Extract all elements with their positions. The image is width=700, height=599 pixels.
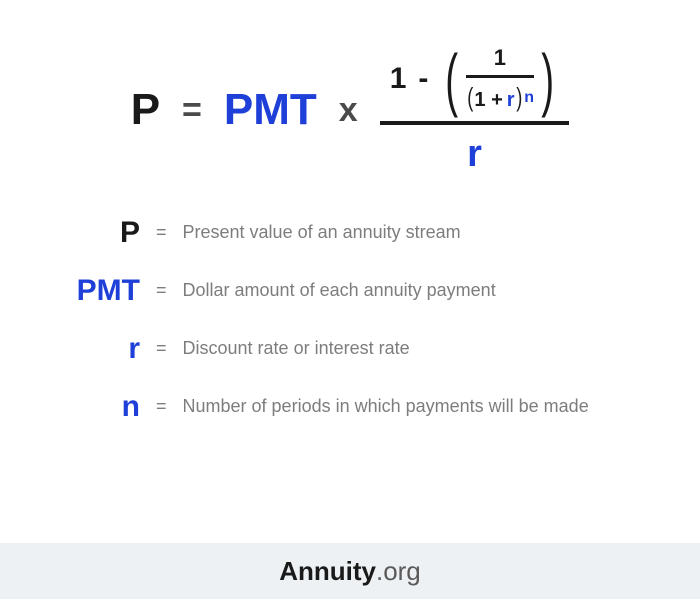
small-close-paren-icon: ) (516, 82, 522, 113)
legend-desc-PMT: Dollar amount of each annuity payment (183, 280, 496, 301)
legend-sym-PMT: PMT (40, 274, 140, 308)
open-paren-icon: ( (446, 51, 459, 107)
inner-numerator: 1 (494, 45, 506, 75)
footer: Annuity.org (0, 543, 700, 599)
fraction-denominator: r (467, 125, 482, 176)
small-open-paren-icon: ( (467, 82, 473, 113)
legend-row-PMT: PMT = Dollar amount of each annuity paym… (40, 274, 660, 308)
legend-eq: = (156, 396, 167, 417)
legend-sym-P: P (40, 216, 140, 250)
legend-sym-n: n (40, 390, 140, 424)
legend-desc-P: Present value of an annuity stream (183, 222, 461, 243)
numerator-minus: - (418, 62, 428, 96)
legend-desc-r: Discount rate or interest rate (183, 338, 410, 359)
symbol-P: P (131, 85, 160, 135)
close-paren-icon: ) (541, 51, 554, 107)
symbol-n-exponent: n (524, 89, 534, 107)
legend-sym-r: r (40, 332, 140, 366)
legend: P = Present value of an annuity stream P… (0, 206, 700, 424)
brand-tld: .org (376, 556, 421, 587)
legend-row-r: r = Discount rate or interest rate (40, 332, 660, 366)
symbol-PMT: PMT (224, 85, 317, 135)
fraction-numerator: 1 - ( 1 ( 1 + r ) n ) (380, 45, 570, 121)
inner-fraction: 1 ( 1 + r ) n (466, 45, 534, 113)
one-plus: 1 + (474, 89, 502, 112)
multiply-sign: x (335, 91, 362, 130)
main-fraction: 1 - ( 1 ( 1 + r ) n ) r (380, 45, 570, 176)
legend-row-n: n = Number of periods in which payments … (40, 390, 660, 424)
equals-sign: = (178, 91, 206, 130)
legend-desc-n: Number of periods in which payments will… (183, 396, 589, 417)
numerator-one: 1 (390, 62, 407, 96)
legend-eq: = (156, 280, 167, 301)
formula: P = PMT x 1 - ( 1 ( 1 + r ) n ) r (0, 0, 700, 206)
legend-eq: = (156, 338, 167, 359)
brand-name: Annuity (279, 556, 376, 587)
symbol-r-inner: r (507, 89, 515, 112)
legend-row-P: P = Present value of an annuity stream (40, 216, 660, 250)
legend-eq: = (156, 222, 167, 243)
inner-denominator: ( 1 + r ) n (466, 78, 534, 113)
